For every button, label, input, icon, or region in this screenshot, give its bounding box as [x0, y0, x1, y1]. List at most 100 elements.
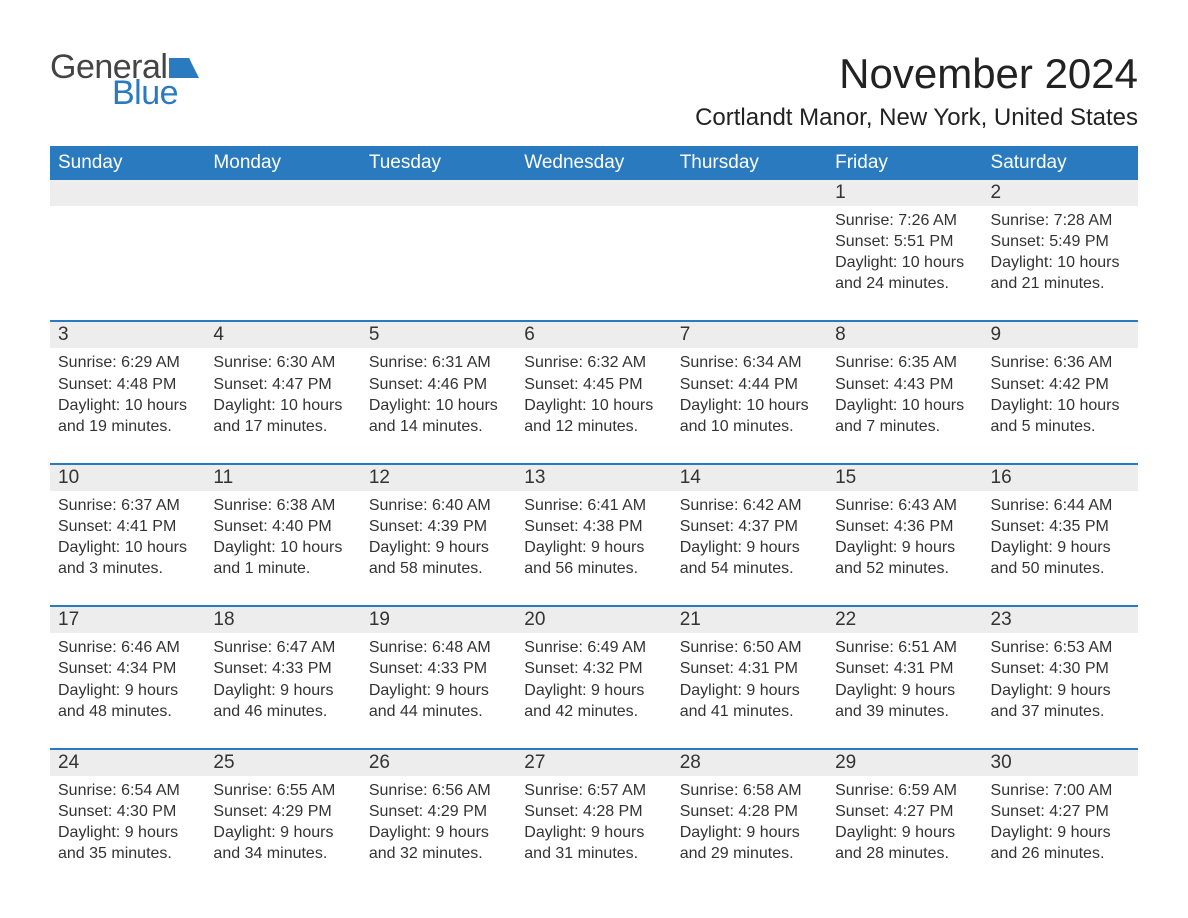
day-details: Sunrise: 6:51 AMSunset: 4:31 PMDaylight:… — [827, 633, 982, 729]
day-details: Sunrise: 6:41 AMSunset: 4:38 PMDaylight:… — [516, 491, 671, 587]
calendar-week: 1Sunrise: 7:26 AMSunset: 5:51 PMDaylight… — [50, 180, 1138, 302]
calendar-day: 8Sunrise: 6:35 AMSunset: 4:43 PMDaylight… — [827, 322, 982, 444]
day-details: Sunrise: 6:56 AMSunset: 4:29 PMDaylight:… — [361, 776, 516, 872]
day-number: 22 — [827, 607, 982, 633]
day-number: 9 — [983, 322, 1138, 348]
day-number: 30 — [983, 750, 1138, 776]
day-details: Sunrise: 6:35 AMSunset: 4:43 PMDaylight:… — [827, 348, 982, 444]
sunrise-text: Sunrise: 6:34 AM — [680, 352, 819, 373]
calendar-day: 26Sunrise: 6:56 AMSunset: 4:29 PMDayligh… — [361, 750, 516, 872]
daylight-text: Daylight: 10 hours and 1 minute. — [213, 537, 352, 579]
calendar-day: 2Sunrise: 7:28 AMSunset: 5:49 PMDaylight… — [983, 180, 1138, 302]
daylight-text: Daylight: 9 hours and 39 minutes. — [835, 680, 974, 722]
sunrise-text: Sunrise: 6:56 AM — [369, 780, 508, 801]
calendar-day: 13Sunrise: 6:41 AMSunset: 4:38 PMDayligh… — [516, 465, 671, 587]
calendar-day: 25Sunrise: 6:55 AMSunset: 4:29 PMDayligh… — [205, 750, 360, 872]
sunrise-text: Sunrise: 7:28 AM — [991, 210, 1130, 231]
sunset-text: Sunset: 4:34 PM — [58, 658, 197, 679]
calendar-day: 6Sunrise: 6:32 AMSunset: 4:45 PMDaylight… — [516, 322, 671, 444]
daylight-text: Daylight: 10 hours and 12 minutes. — [524, 395, 663, 437]
daylight-text: Daylight: 10 hours and 10 minutes. — [680, 395, 819, 437]
sunrise-text: Sunrise: 6:47 AM — [213, 637, 352, 658]
calendar: Sunday Monday Tuesday Wednesday Thursday… — [50, 146, 1138, 872]
calendar-day: 28Sunrise: 6:58 AMSunset: 4:28 PMDayligh… — [672, 750, 827, 872]
weekday-header: Thursday — [672, 146, 827, 180]
day-details: Sunrise: 6:58 AMSunset: 4:28 PMDaylight:… — [672, 776, 827, 872]
day-number — [205, 180, 360, 206]
day-details: Sunrise: 6:53 AMSunset: 4:30 PMDaylight:… — [983, 633, 1138, 729]
day-details: Sunrise: 6:36 AMSunset: 4:42 PMDaylight:… — [983, 348, 1138, 444]
sunset-text: Sunset: 4:30 PM — [991, 658, 1130, 679]
weekday-header: Wednesday — [516, 146, 671, 180]
sunrise-text: Sunrise: 6:42 AM — [680, 495, 819, 516]
day-number: 5 — [361, 322, 516, 348]
sunrise-text: Sunrise: 6:43 AM — [835, 495, 974, 516]
daylight-text: Daylight: 10 hours and 24 minutes. — [835, 252, 974, 294]
sunrise-text: Sunrise: 6:40 AM — [369, 495, 508, 516]
logo-text-blue: Blue — [112, 76, 199, 110]
calendar-day: 30Sunrise: 7:00 AMSunset: 4:27 PMDayligh… — [983, 750, 1138, 872]
day-details: Sunrise: 6:34 AMSunset: 4:44 PMDaylight:… — [672, 348, 827, 444]
calendar-day — [50, 180, 205, 302]
calendar-day: 14Sunrise: 6:42 AMSunset: 4:37 PMDayligh… — [672, 465, 827, 587]
sunrise-text: Sunrise: 6:30 AM — [213, 352, 352, 373]
sunset-text: Sunset: 4:47 PM — [213, 374, 352, 395]
sunset-text: Sunset: 4:28 PM — [680, 801, 819, 822]
daylight-text: Daylight: 9 hours and 54 minutes. — [680, 537, 819, 579]
calendar-week: 24Sunrise: 6:54 AMSunset: 4:30 PMDayligh… — [50, 748, 1138, 872]
day-details: Sunrise: 6:30 AMSunset: 4:47 PMDaylight:… — [205, 348, 360, 444]
daylight-text: Daylight: 9 hours and 28 minutes. — [835, 822, 974, 864]
day-number — [672, 180, 827, 206]
day-details: Sunrise: 6:54 AMSunset: 4:30 PMDaylight:… — [50, 776, 205, 872]
daylight-text: Daylight: 9 hours and 42 minutes. — [524, 680, 663, 722]
day-number: 26 — [361, 750, 516, 776]
sunset-text: Sunset: 4:29 PM — [369, 801, 508, 822]
day-number — [361, 180, 516, 206]
daylight-text: Daylight: 9 hours and 44 minutes. — [369, 680, 508, 722]
calendar-day: 21Sunrise: 6:50 AMSunset: 4:31 PMDayligh… — [672, 607, 827, 729]
sunset-text: Sunset: 4:28 PM — [524, 801, 663, 822]
sunrise-text: Sunrise: 7:26 AM — [835, 210, 974, 231]
sunset-text: Sunset: 4:48 PM — [58, 374, 197, 395]
day-details: Sunrise: 6:32 AMSunset: 4:45 PMDaylight:… — [516, 348, 671, 444]
calendar-day: 24Sunrise: 6:54 AMSunset: 4:30 PMDayligh… — [50, 750, 205, 872]
sunset-text: Sunset: 4:37 PM — [680, 516, 819, 537]
day-number: 11 — [205, 465, 360, 491]
sunrise-text: Sunrise: 6:53 AM — [991, 637, 1130, 658]
daylight-text: Daylight: 10 hours and 14 minutes. — [369, 395, 508, 437]
location-subtitle: Cortlandt Manor, New York, United States — [695, 104, 1138, 132]
day-number: 12 — [361, 465, 516, 491]
sunrise-text: Sunrise: 7:00 AM — [991, 780, 1130, 801]
sunset-text: Sunset: 4:38 PM — [524, 516, 663, 537]
sunrise-text: Sunrise: 6:50 AM — [680, 637, 819, 658]
daylight-text: Daylight: 9 hours and 32 minutes. — [369, 822, 508, 864]
day-number: 10 — [50, 465, 205, 491]
day-number: 20 — [516, 607, 671, 633]
daylight-text: Daylight: 9 hours and 58 minutes. — [369, 537, 508, 579]
weekday-header: Saturday — [983, 146, 1138, 180]
day-number: 23 — [983, 607, 1138, 633]
day-details: Sunrise: 6:46 AMSunset: 4:34 PMDaylight:… — [50, 633, 205, 729]
sunrise-text: Sunrise: 6:51 AM — [835, 637, 974, 658]
day-details: Sunrise: 6:43 AMSunset: 4:36 PMDaylight:… — [827, 491, 982, 587]
daylight-text: Daylight: 9 hours and 34 minutes. — [213, 822, 352, 864]
day-details: Sunrise: 6:38 AMSunset: 4:40 PMDaylight:… — [205, 491, 360, 587]
day-details: Sunrise: 6:50 AMSunset: 4:31 PMDaylight:… — [672, 633, 827, 729]
sunrise-text: Sunrise: 6:46 AM — [58, 637, 197, 658]
day-number: 3 — [50, 322, 205, 348]
day-details: Sunrise: 6:59 AMSunset: 4:27 PMDaylight:… — [827, 776, 982, 872]
calendar-day — [361, 180, 516, 302]
sunrise-text: Sunrise: 6:48 AM — [369, 637, 508, 658]
sunset-text: Sunset: 4:30 PM — [58, 801, 197, 822]
day-details: Sunrise: 7:26 AMSunset: 5:51 PMDaylight:… — [827, 206, 982, 302]
day-details: Sunrise: 6:44 AMSunset: 4:35 PMDaylight:… — [983, 491, 1138, 587]
sunset-text: Sunset: 4:42 PM — [991, 374, 1130, 395]
sunset-text: Sunset: 4:46 PM — [369, 374, 508, 395]
day-number: 13 — [516, 465, 671, 491]
calendar-day: 7Sunrise: 6:34 AMSunset: 4:44 PMDaylight… — [672, 322, 827, 444]
calendar-day: 10Sunrise: 6:37 AMSunset: 4:41 PMDayligh… — [50, 465, 205, 587]
sunrise-text: Sunrise: 6:54 AM — [58, 780, 197, 801]
day-number: 25 — [205, 750, 360, 776]
day-number: 2 — [983, 180, 1138, 206]
logo: General Blue — [50, 50, 199, 110]
